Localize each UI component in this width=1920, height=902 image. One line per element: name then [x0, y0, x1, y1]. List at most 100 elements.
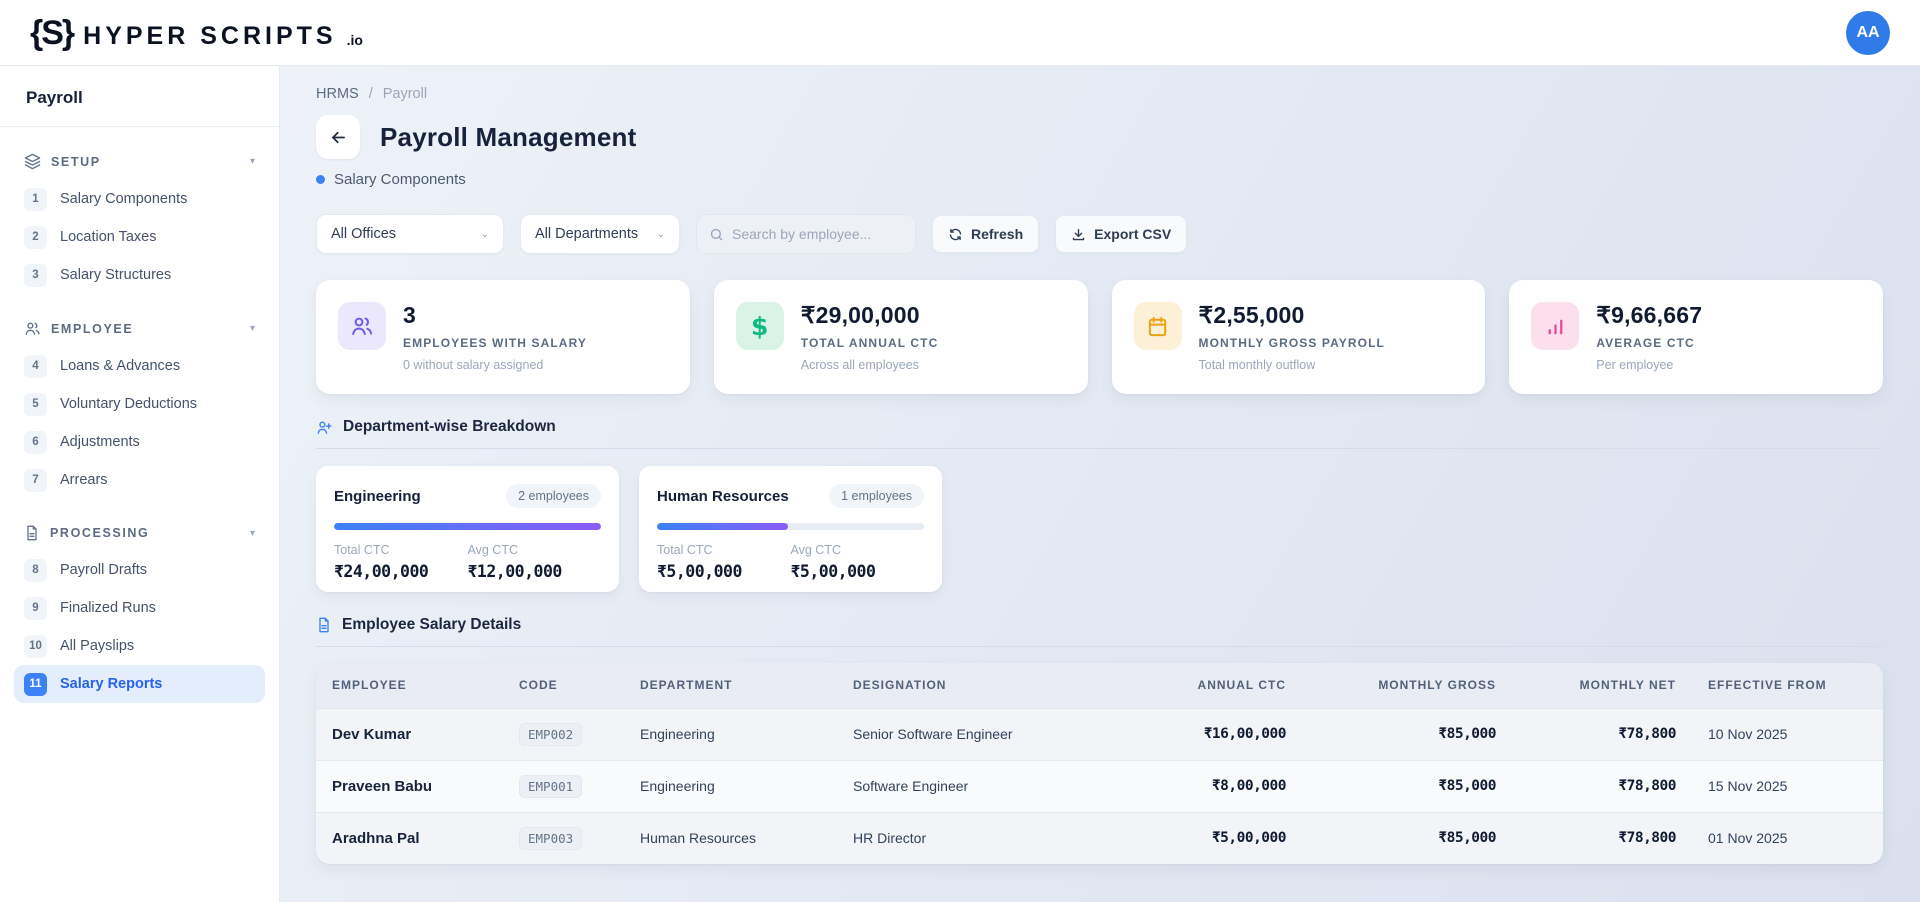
item-number-badge: 10: [24, 634, 47, 658]
office-select[interactable]: All Offices ⌄: [316, 214, 504, 254]
stat-sub: 0 without salary assigned: [403, 358, 544, 372]
progress-fill: [334, 523, 601, 530]
metric-value: ₹5,00,000: [657, 562, 742, 581]
table-row[interactable]: Praveen Babu EMP001 Engineering Software…: [316, 759, 1883, 812]
avatar[interactable]: AA: [1846, 10, 1890, 55]
breadcrumb: HRMS / Payroll: [316, 86, 1883, 102]
stat-label: MONTHLY GROSS PAYROLL: [1198, 336, 1385, 350]
refresh-button[interactable]: Refresh: [932, 215, 1040, 253]
sidebar-item-loans-advances[interactable]: 4 Loans & Advances: [14, 347, 265, 385]
table-row[interactable]: Aradhna Pal EMP003 Human Resources HR Di…: [316, 811, 1883, 864]
department-select[interactable]: All Departments ⌄: [520, 214, 680, 254]
cell-monthly-net: ₹78,800: [1512, 707, 1692, 760]
department-card-human-resources: Human Resources 1 employees Total CTC ₹5…: [639, 466, 942, 592]
cell-code: EMP001: [503, 759, 624, 812]
department-breakdown-header: Department-wise Breakdown: [316, 418, 1883, 436]
sidebar-item-label: Voluntary Deductions: [60, 396, 198, 412]
sidebar-item-salary-components[interactable]: 1 Salary Components: [14, 180, 265, 218]
section-label: EMPLOYEE: [51, 321, 134, 336]
cell-code: EMP003: [503, 811, 624, 864]
sidebar-item-finalized-runs[interactable]: 9 Finalized Runs: [14, 589, 265, 627]
sidebar-item-voluntary-deductions[interactable]: 5 Voluntary Deductions: [14, 385, 265, 423]
stat-sub: Across all employees: [800, 358, 919, 372]
back-button[interactable]: [316, 115, 360, 159]
section-divider: [316, 448, 1883, 449]
top-header: {S} HYPER SCRIPTS .io AA: [0, 0, 1920, 66]
item-number-badge: 9: [24, 596, 47, 620]
item-number-badge: 7: [24, 468, 47, 492]
department-name: Engineering: [334, 487, 421, 505]
users-icon: [24, 320, 41, 337]
cell-employee: Aradhna Pal: [316, 811, 503, 864]
cell-designation: Software Engineer: [837, 759, 1107, 812]
avg-ctc-metric: Avg CTC ₹5,00,000: [791, 543, 925, 581]
stat-value: ₹2,55,000: [1198, 302, 1305, 328]
metric-value: ₹12,00,000: [467, 562, 563, 581]
col-employee: EMPLOYEE: [316, 663, 503, 708]
salary-details-header: Employee Salary Details: [316, 616, 1883, 634]
bar-chart-icon: [1531, 302, 1580, 350]
sidebar-item-label: Adjustments: [60, 434, 140, 450]
refresh-icon: [948, 227, 963, 242]
item-number-badge: 4: [24, 354, 47, 378]
users-icon: [338, 302, 386, 350]
stat-card-employees: 3 EMPLOYEES WITH SALARY 0 without salary…: [316, 280, 690, 394]
sidebar-item-arrears[interactable]: 7 Arrears: [14, 461, 265, 499]
export-csv-button[interactable]: Export CSV: [1055, 215, 1188, 253]
sidebar-item-salary-reports[interactable]: 11 Salary Reports: [14, 665, 265, 703]
page-title: Payroll Management: [380, 121, 637, 152]
section-header-setup[interactable]: SETUP ▾: [14, 141, 265, 180]
item-number-badge: 6: [24, 430, 47, 454]
table-row[interactable]: Dev Kumar EMP002 Engineering Senior Soft…: [316, 707, 1883, 760]
download-icon: [1071, 227, 1086, 242]
blue-dot-icon: [316, 175, 325, 184]
file-icon: [24, 525, 40, 541]
dollar-icon: $: [735, 302, 784, 350]
sidebar-item-label: Loans & Advances: [60, 358, 181, 374]
chevron-down-icon: ▾: [249, 527, 255, 539]
stat-sub: Per employee: [1596, 358, 1674, 372]
stat-body: ₹9,66,667 AVERAGE CTC Per employee: [1596, 302, 1702, 372]
section-header-processing[interactable]: PROCESSING ▾: [14, 513, 265, 551]
stat-body: 3 EMPLOYEES WITH SALARY 0 without salary…: [403, 302, 587, 372]
cell-monthly-net: ₹78,800: [1512, 811, 1692, 864]
calendar-icon: [1133, 302, 1182, 350]
logo-text: HYPER SCRIPTS: [83, 21, 337, 50]
cell-monthly-net: ₹78,800: [1512, 759, 1692, 812]
item-number-badge: 8: [24, 558, 47, 582]
sidebar-item-adjustments[interactable]: 6 Adjustments: [14, 423, 265, 461]
salary-table: EMPLOYEE CODE DEPARTMENT DESIGNATION ANN…: [316, 663, 1883, 864]
stat-cards-row: 3 EMPLOYEES WITH SALARY 0 without salary…: [316, 280, 1883, 394]
metric-label: Total CTC: [334, 543, 390, 557]
cell-annual-ctc: ₹16,00,000: [1107, 707, 1302, 760]
sidebar-item-label: Arrears: [60, 472, 108, 488]
chevron-down-icon: ⌄: [656, 228, 665, 240]
cell-employee: Dev Kumar: [316, 707, 503, 760]
search-input[interactable]: [732, 226, 903, 242]
stat-sub: Total monthly outflow: [1198, 358, 1316, 372]
sidebar-item-salary-structures[interactable]: 3 Salary Structures: [14, 256, 265, 294]
back-arrow-icon: [329, 128, 348, 147]
avg-ctc-metric: Avg CTC ₹12,00,000: [468, 543, 602, 581]
sidebar-item-label: Salary Components: [60, 191, 188, 207]
sidebar-item-all-payslips[interactable]: 10 All Payslips: [14, 627, 265, 665]
search-box: [696, 214, 916, 254]
sidebar-item-payroll-drafts[interactable]: 8 Payroll Drafts: [14, 551, 265, 589]
office-select-value: All Offices: [331, 226, 397, 242]
breadcrumb-current: Payroll: [382, 86, 428, 102]
sidebar-item-location-taxes[interactable]: 2 Location Taxes: [14, 218, 265, 256]
sidebar-title: Payroll: [26, 88, 83, 107]
section-title: Employee Salary Details: [342, 616, 522, 633]
employee-count-badge: 2 employees: [506, 484, 601, 508]
app-logo: {S} HYPER SCRIPTS .io: [30, 13, 363, 53]
breadcrumb-root[interactable]: HRMS: [316, 86, 359, 102]
department-cards-row: Engineering 2 employees Total CTC ₹24,00…: [316, 466, 1883, 592]
item-number-badge: 11: [24, 672, 47, 696]
chevron-down-icon: ▾: [249, 323, 255, 334]
section-header-employee[interactable]: EMPLOYEE ▾: [14, 308, 265, 347]
file-text-icon: [316, 617, 332, 633]
department-select-value: All Departments: [535, 226, 639, 242]
employee-code-badge: EMP001: [519, 775, 583, 798]
logo-monogram-icon: {S}: [30, 13, 75, 52]
active-tab-label: Salary Components: [334, 171, 466, 188]
